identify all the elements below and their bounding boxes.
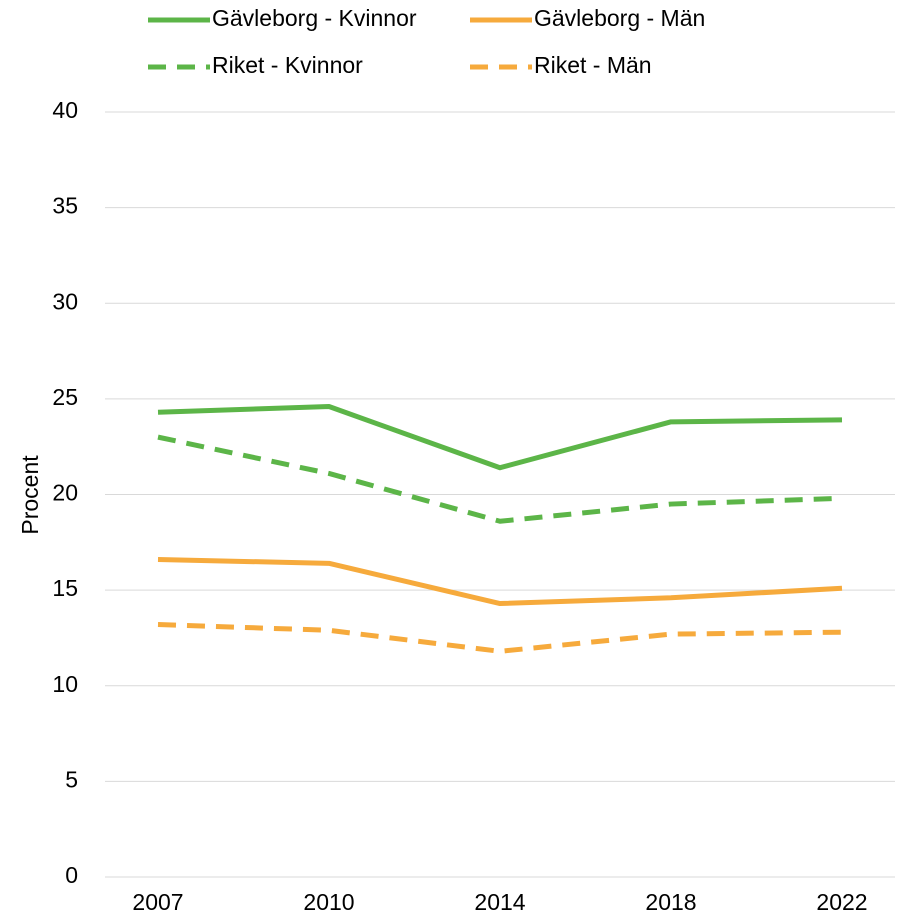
legend-label: Riket - Män (534, 52, 652, 78)
x-tick-label: 2007 (132, 889, 183, 915)
y-tick-label: 25 (52, 384, 78, 410)
x-tick-label: 2014 (474, 889, 525, 915)
line (157, 557, 843, 607)
y-tick-label: 15 (52, 575, 78, 601)
legend-label: Gävleborg - Män (534, 5, 705, 31)
line (157, 434, 843, 524)
line (157, 622, 843, 654)
y-tick-label: 0 (65, 862, 78, 888)
y-tick-label: 30 (52, 288, 78, 314)
legend-label: Riket - Kvinnor (212, 52, 363, 78)
y-tick-label: 20 (52, 480, 78, 506)
line (157, 404, 843, 471)
x-tick-label: 2018 (645, 889, 696, 915)
legend-label: Gävleborg - Kvinnor (212, 5, 417, 31)
y-tick-label: 10 (52, 671, 78, 697)
y-tick-label: 40 (52, 97, 78, 123)
y-tick-label: 35 (52, 193, 78, 219)
x-tick-label: 2022 (816, 889, 867, 915)
x-tick-label: 2010 (303, 889, 354, 915)
y-tick-label: 5 (65, 766, 78, 792)
y-axis-label: Procent (17, 455, 43, 535)
